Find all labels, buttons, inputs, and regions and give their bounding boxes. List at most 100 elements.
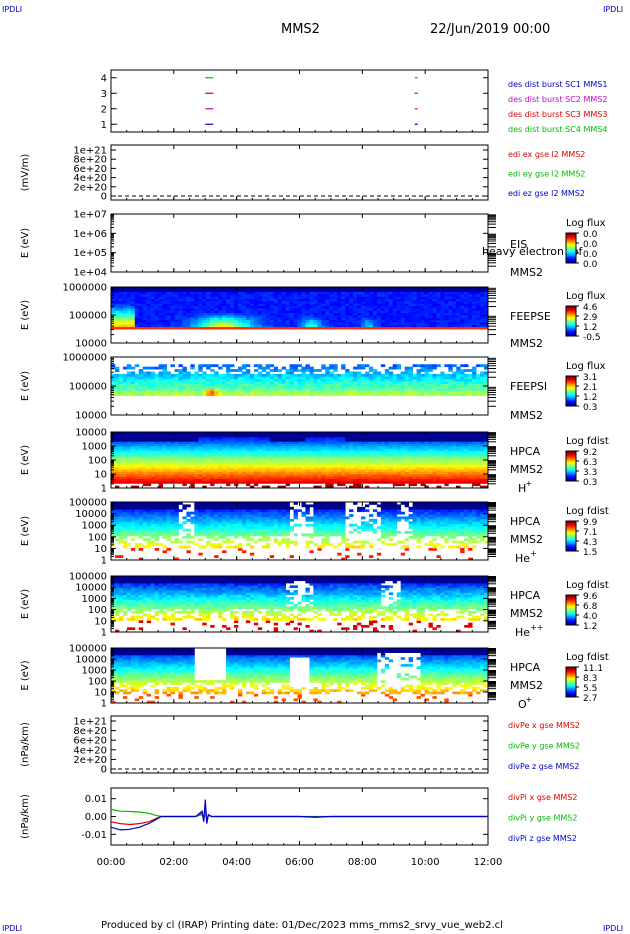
heatmap-cell bbox=[472, 291, 477, 295]
heatmap-cell bbox=[400, 319, 406, 323]
heatmap-cell bbox=[186, 462, 191, 466]
heatmap-cell bbox=[126, 301, 132, 304]
heatmap-cell bbox=[400, 296, 406, 300]
heatmap-cell bbox=[234, 322, 239, 325]
heatmap-cell bbox=[174, 457, 179, 461]
heatmap-cell bbox=[412, 322, 417, 325]
heatmap-cell bbox=[361, 476, 366, 480]
heatmap-cell bbox=[186, 481, 191, 484]
heatmap-cell bbox=[241, 439, 247, 442]
heatmap-cell bbox=[408, 308, 413, 311]
heatmap-cell bbox=[234, 476, 239, 480]
heatmap-cell bbox=[388, 474, 394, 477]
heatmap-cell bbox=[384, 474, 390, 477]
heatmap-cell bbox=[420, 312, 425, 316]
heatmap-cell bbox=[428, 291, 433, 295]
heatmap-cell bbox=[114, 315, 120, 318]
heatmap-cell bbox=[349, 319, 354, 323]
heatmap-cell bbox=[468, 386, 473, 389]
colorbar-step bbox=[566, 381, 576, 383]
heatmap-cell bbox=[380, 381, 386, 384]
heatmap-cell bbox=[345, 467, 350, 470]
heatmap-cell bbox=[388, 467, 394, 470]
heatmap-cell bbox=[468, 388, 473, 392]
heatmap-cell bbox=[325, 366, 330, 370]
colorbar-step bbox=[566, 382, 576, 384]
heatmap-cell bbox=[412, 315, 417, 318]
heatmap-cell bbox=[420, 291, 425, 295]
heatmap-cell bbox=[285, 448, 290, 452]
heatmap-cell bbox=[134, 386, 140, 389]
heatmap-cell bbox=[114, 474, 120, 477]
heatmap-cell bbox=[349, 322, 354, 325]
heatmap-cell bbox=[162, 436, 167, 440]
heatmap-cell bbox=[206, 439, 211, 442]
heatmap-cell bbox=[114, 296, 120, 300]
heatmap-cell bbox=[198, 317, 203, 321]
heatmap-cell bbox=[460, 383, 465, 387]
heatmap-cell bbox=[245, 373, 251, 377]
heatmap-cell bbox=[341, 291, 346, 295]
heatmap-cell bbox=[361, 298, 366, 302]
heatmap-cell bbox=[261, 383, 267, 387]
heatmap-cell bbox=[281, 298, 287, 302]
heatmap-cell bbox=[325, 471, 330, 475]
heatmap-cell bbox=[448, 312, 453, 316]
heatmap-cell bbox=[174, 326, 179, 330]
heatmap-cell bbox=[190, 436, 195, 440]
heatmap-cell bbox=[241, 305, 247, 309]
heatmap-cell bbox=[297, 315, 302, 318]
heatmap-cell bbox=[118, 386, 124, 389]
heatmap-cell bbox=[353, 450, 358, 454]
heatmap-cell bbox=[345, 373, 350, 377]
heatmap-cell bbox=[237, 462, 243, 466]
heatmap-cell bbox=[118, 434, 124, 438]
heatmap-cell bbox=[249, 388, 255, 392]
heatmap-cell bbox=[404, 326, 410, 330]
heatmap-cell bbox=[218, 308, 223, 311]
heatmap-cell bbox=[468, 289, 473, 293]
heatmap-cell bbox=[345, 478, 350, 482]
heatmap-cell bbox=[126, 471, 132, 475]
heatmap-cell bbox=[162, 443, 167, 447]
heatmap-cell bbox=[182, 453, 187, 456]
heatmap-cell bbox=[130, 305, 136, 309]
heatmap-cell bbox=[245, 369, 251, 372]
heatmap-cell bbox=[484, 364, 489, 368]
heatmap-cell bbox=[273, 296, 279, 300]
heatmap-cell bbox=[321, 378, 326, 382]
heatmap-cell bbox=[237, 296, 243, 300]
heatmap-cell bbox=[444, 291, 449, 295]
heatmap-cell bbox=[281, 439, 287, 442]
heatmap-cell bbox=[281, 383, 287, 387]
heatmap-cell bbox=[226, 378, 231, 382]
heatmap-cell bbox=[202, 471, 207, 475]
heatmap-cell bbox=[218, 303, 223, 307]
heatmap-cell bbox=[138, 378, 144, 382]
heatmap-cell bbox=[440, 319, 445, 323]
heatmap-cell bbox=[420, 308, 425, 311]
colorbar-step bbox=[566, 402, 576, 404]
heatmap-cell bbox=[206, 446, 211, 449]
heatmap-cell bbox=[186, 450, 191, 454]
heatmap-cell bbox=[456, 393, 461, 397]
colorbar-frame bbox=[565, 305, 577, 337]
heatmap-cell bbox=[249, 481, 255, 484]
heatmap-cell bbox=[253, 446, 259, 449]
heatmap-cell bbox=[297, 453, 302, 456]
heatmap-cell bbox=[464, 364, 469, 368]
heatmap-cell bbox=[241, 474, 247, 477]
heatmap-cell bbox=[273, 310, 279, 314]
heatmap-cell bbox=[293, 326, 298, 330]
heatmap-cell bbox=[353, 448, 358, 452]
heatmap-cell bbox=[361, 455, 366, 459]
heatmap-cell bbox=[249, 450, 255, 454]
heatmap-cell bbox=[333, 432, 338, 435]
heatmap-cell bbox=[408, 469, 413, 473]
heatmap-cell bbox=[122, 436, 128, 440]
heatmap-cell bbox=[249, 383, 255, 387]
heatmap-cell bbox=[261, 450, 267, 454]
heatmap-cell bbox=[341, 453, 346, 456]
heatmap-cell bbox=[257, 455, 263, 459]
heatmap-cell bbox=[178, 439, 183, 442]
